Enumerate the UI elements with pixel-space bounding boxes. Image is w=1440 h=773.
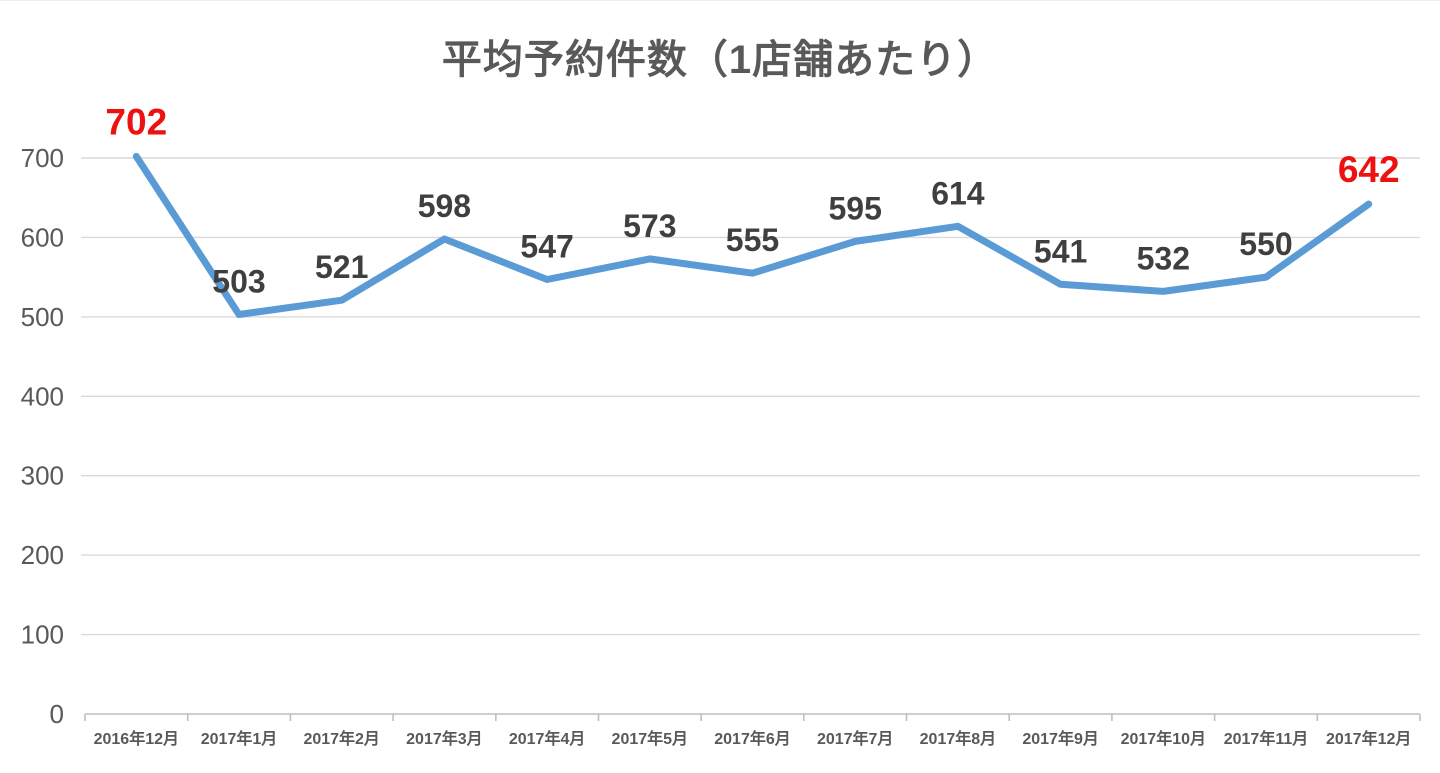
x-axis-tick-label: 2017年1月	[201, 729, 278, 748]
data-label: 595	[829, 190, 882, 226]
data-label-highlight: 702	[105, 101, 167, 142]
y-axis-tick-label: 700	[21, 143, 64, 173]
y-axis-tick-label: 100	[21, 620, 64, 650]
x-axis-tick-label: 2017年11月	[1224, 729, 1309, 748]
data-label: 547	[520, 229, 573, 265]
data-label: 550	[1239, 226, 1292, 262]
y-axis-tick-label: 200	[21, 540, 64, 570]
data-label: 614	[931, 175, 985, 211]
y-axis-tick-label: 400	[21, 381, 64, 411]
x-axis-tick-label: 2017年7月	[817, 729, 894, 748]
chart-title: 平均予約件数（1店舗あたり）	[441, 38, 999, 82]
data-label: 598	[418, 188, 471, 224]
x-axis-tick-label: 2017年8月	[920, 729, 997, 748]
x-axis-tick-label: 2016年12月	[94, 729, 179, 748]
data-label: 555	[726, 222, 779, 258]
data-label: 532	[1137, 240, 1190, 276]
data-label-highlight: 642	[1338, 149, 1400, 190]
y-axis-tick-label: 600	[21, 222, 64, 252]
x-axis-tick-label: 2017年10月	[1121, 729, 1206, 748]
x-axis-tick-label: 2017年3月	[406, 729, 483, 748]
data-label: 573	[623, 208, 676, 244]
x-axis-tick-label: 2017年2月	[303, 729, 380, 748]
x-axis-tick-label: 2017年5月	[612, 729, 689, 748]
x-axis-tick-label: 2017年6月	[714, 729, 791, 748]
x-axis-tick-label: 2017年12月	[1326, 729, 1411, 748]
x-axis-tick-label: 2017年9月	[1022, 729, 1099, 748]
data-line	[132, 152, 1373, 318]
data-label: 521	[315, 249, 368, 285]
x-axis-tick-label: 2017年4月	[509, 729, 586, 748]
data-label: 503	[212, 264, 265, 300]
y-axis-tick-label: 300	[21, 461, 64, 491]
y-axis-tick-label: 500	[21, 302, 64, 332]
y-axis-tick-label: 0	[50, 699, 64, 729]
data-label: 541	[1034, 233, 1087, 269]
